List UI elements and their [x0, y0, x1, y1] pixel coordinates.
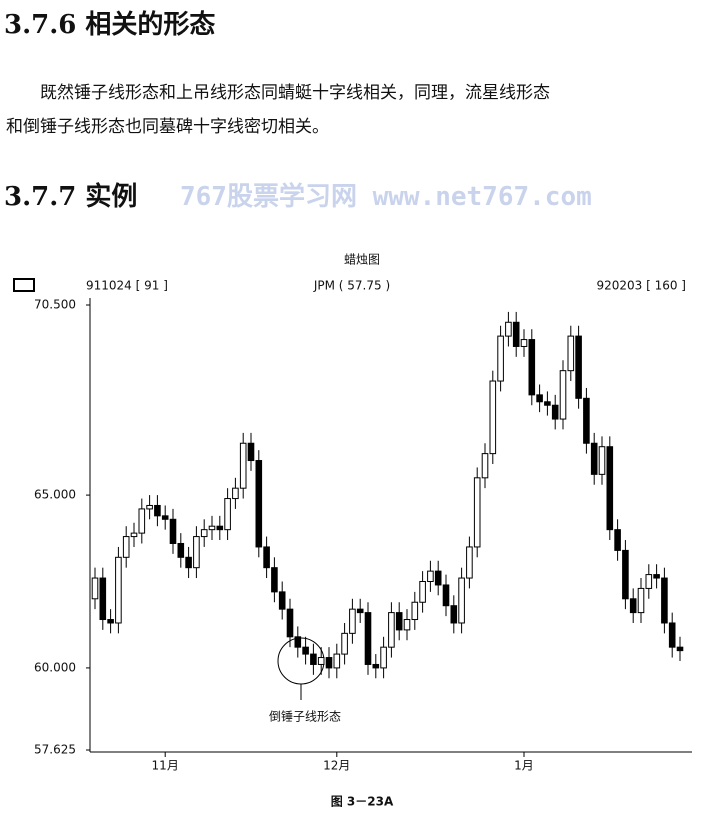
candle-body — [255, 460, 263, 548]
candle-body — [458, 577, 465, 624]
heading: 3.7.6 相关的形态 — [4, 10, 216, 40]
candle-body — [466, 546, 473, 579]
header-center: JPM ( 57.75 ) — [313, 279, 390, 293]
x-tick-label: 12月 — [323, 759, 350, 773]
candle-body — [107, 619, 114, 624]
candle-body — [575, 335, 582, 399]
y-tick-label: 70.500 — [34, 298, 76, 312]
candle-body — [661, 577, 668, 624]
candle-body — [622, 549, 629, 600]
candle-body — [146, 504, 153, 510]
candle-body — [364, 612, 372, 665]
candle-body — [232, 487, 239, 500]
paragraph-line: 和倒锤子线形态也同墓碑十字线密切相关。 — [6, 117, 329, 137]
candle-body — [263, 546, 270, 569]
candle-body — [325, 657, 333, 669]
candle-body — [536, 394, 543, 403]
candle-body — [559, 370, 567, 420]
candle-body — [286, 608, 294, 638]
caption: 图 3－23A — [331, 795, 394, 809]
candle-body — [310, 653, 317, 665]
candle-body — [380, 646, 387, 669]
candle-body — [239, 442, 247, 489]
candle-body — [294, 636, 302, 648]
candle-body — [411, 601, 419, 621]
x-tick-label: 11月 — [152, 759, 179, 773]
candle-body — [356, 608, 364, 614]
candle-body — [598, 446, 606, 475]
candle-body — [606, 446, 614, 531]
candle-body — [645, 574, 653, 589]
candle-body — [193, 536, 200, 569]
candle-body — [419, 581, 426, 603]
watermark: 767股票学习网 www.net767.com — [180, 182, 592, 212]
chart-title: 蜡烛图 — [344, 253, 380, 267]
candle-body — [154, 504, 161, 517]
candle-body — [653, 574, 660, 579]
candle-body — [567, 335, 575, 372]
candle-body — [302, 646, 309, 655]
candle-body — [629, 598, 637, 614]
candle-body — [434, 570, 442, 586]
candle-body — [271, 567, 278, 593]
candle-body — [200, 529, 208, 538]
paragraph-line: 既然锤子线形态和上吊线形态同蜻蜓十字线相关，同理，流星线形态 — [40, 83, 550, 103]
candle-body — [442, 584, 450, 607]
candle-body — [450, 605, 458, 624]
candle-body — [177, 542, 185, 558]
candle-body — [497, 335, 504, 382]
candle-body — [169, 518, 177, 544]
candle-body — [122, 536, 130, 558]
candle-body — [91, 577, 99, 600]
candle-body — [99, 577, 107, 621]
candle-body — [216, 525, 224, 531]
candle-body — [247, 442, 255, 462]
candle-body — [115, 556, 122, 624]
candle-body — [208, 525, 216, 531]
candle-body — [372, 663, 380, 669]
y-tick-label: 60.000 — [34, 660, 76, 674]
candle-body — [668, 622, 676, 648]
x-tick-label: 1月 — [514, 759, 534, 773]
candle-body — [505, 321, 512, 337]
candle-body — [138, 508, 146, 534]
header-right: 920203 [ 160 ] — [596, 279, 686, 293]
candle-body — [473, 477, 481, 548]
candle-body — [333, 653, 341, 669]
candle-body — [395, 612, 403, 631]
chart-icon — [13, 278, 35, 292]
candle-body — [403, 619, 411, 631]
candle-body — [676, 646, 684, 652]
y-tick-label: 57.625 — [34, 743, 76, 757]
candle-body — [161, 515, 169, 520]
heading: 3.7.7 实例 — [4, 182, 138, 212]
candle-body — [224, 498, 231, 531]
candle-body — [614, 529, 621, 551]
candle-body — [317, 657, 325, 665]
y-tick-label: 65.000 — [34, 488, 76, 502]
candle-body — [583, 397, 590, 444]
candle-body — [130, 532, 138, 538]
candle-body — [590, 442, 598, 475]
candle-body — [388, 612, 395, 648]
candle-body — [544, 401, 551, 406]
candle-body — [341, 632, 348, 655]
candle-body — [512, 321, 520, 347]
candle-body — [520, 339, 528, 347]
annotation: 倒锤子线形态 — [269, 709, 341, 724]
candle-body — [349, 608, 356, 634]
candle-body — [427, 570, 434, 583]
candle-body — [551, 404, 559, 420]
candle-body — [637, 587, 645, 614]
candle-body — [528, 339, 536, 396]
candle-body — [489, 380, 497, 455]
header-left: 911024 [ 91 ] — [86, 279, 168, 293]
candle-body — [278, 591, 286, 610]
candle-body — [185, 556, 192, 569]
candle-body — [481, 453, 489, 479]
